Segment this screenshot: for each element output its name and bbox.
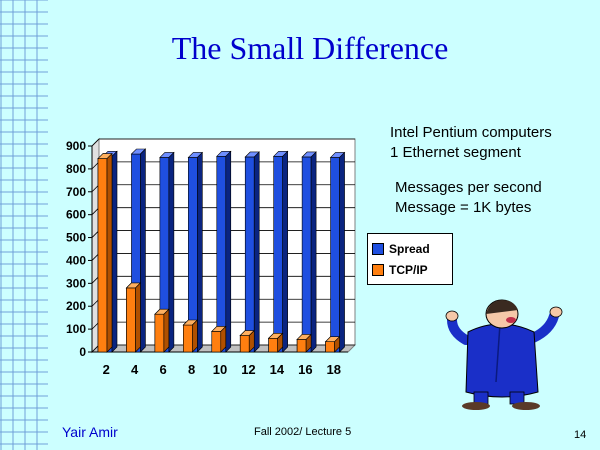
bar-spread: [159, 151, 175, 353]
bar-tcpip-front-side: [220, 325, 227, 353]
bar-tcpip-front: [154, 308, 170, 353]
bar-tcpip-front: [239, 329, 255, 353]
x-tick-label: 18: [327, 362, 341, 377]
bar-spread: [187, 151, 204, 353]
legend-swatch-spread: [372, 243, 384, 255]
bar-tcpip-front-side: [106, 152, 113, 353]
bar-tcpip-front: [296, 333, 312, 353]
setup-note: Intel Pentium computers 1 Ethernet segme…: [390, 123, 552, 163]
x-tick-label: 10: [213, 362, 227, 377]
bar-tcpip-front: [267, 332, 284, 353]
legend-label: Spread: [389, 242, 430, 256]
y-tick-label: 700: [66, 185, 86, 199]
bar-spread-side: [282, 150, 288, 353]
x-tick-label: 8: [188, 362, 195, 377]
y-tick-label: 500: [66, 231, 86, 245]
bar-tcpip-front: [182, 319, 199, 353]
x-tick-label: 12: [241, 362, 255, 377]
note-line: Messages per second: [395, 179, 542, 196]
y-tick-label: 100: [66, 322, 86, 336]
bar-spread-side: [111, 150, 118, 353]
y-tick-label: 0: [79, 345, 86, 359]
bar-tcpip-front-front: [325, 341, 335, 353]
bar-tcpip-front-side: [163, 308, 170, 353]
bar-spread-side: [197, 151, 203, 353]
slide-title: The Small Difference: [171, 30, 449, 66]
measure-note: Messages per second Message = 1K bytes: [395, 178, 542, 218]
bar-tcpip-front-front: [183, 324, 193, 353]
bar-tcpip-front: [211, 325, 227, 353]
footer-course: Fall 2002/ Lecture 5: [254, 426, 352, 438]
bar-tcpip-front-side: [277, 332, 283, 353]
bar-spread-front: [273, 156, 283, 353]
x-tick-label: 6: [159, 362, 166, 377]
note-line: Intel Pentium computers: [390, 124, 552, 141]
bar-tcpip-front-front: [296, 339, 307, 353]
bar-spread: [130, 148, 147, 353]
cheering-man-clipart: [445, 299, 563, 410]
legend-label: TCP/IP: [389, 263, 428, 277]
note-line: 1 Ethernet segment: [390, 144, 521, 161]
bar-spread: [244, 151, 260, 353]
legend-swatch-tcpip: [372, 264, 384, 276]
bar-spread-front: [216, 156, 227, 353]
x-tick-label: 2: [103, 362, 110, 377]
bar-tcpip-front-side: [135, 282, 141, 353]
bar-tcpip-front-side: [305, 333, 312, 353]
bar-spread-side: [310, 151, 317, 353]
x-tick-label: 14: [270, 362, 285, 377]
legend-item-tcpip: TCP/IP: [372, 262, 428, 278]
bar-spread-side: [140, 148, 146, 353]
bar-tcpip-front-front: [268, 337, 278, 353]
bar-tcpip-front-side: [248, 329, 255, 353]
page-number: 14: [574, 429, 587, 441]
bar-tcpip-front: [324, 335, 341, 353]
x-tick-label: 4: [131, 362, 139, 377]
bar-tcpip-front-front: [154, 313, 165, 353]
bar-spread-front: [301, 156, 312, 353]
grid-decoration: [0, 0, 48, 450]
bar-tcpip-front-front: [211, 331, 222, 353]
bar-spread-side: [225, 150, 232, 353]
y-tick-label: 600: [66, 208, 86, 222]
legend-item-spread: Spread: [372, 241, 430, 257]
bar-spread-front: [244, 156, 255, 353]
bar-tcpip-front: [97, 152, 113, 353]
bar-tcpip-front-side: [334, 335, 340, 353]
bar-tcpip-front-front: [239, 335, 250, 353]
bar-tcpip-front-side: [192, 319, 198, 353]
bar-spread: [329, 151, 346, 353]
y-tick-label: 200: [66, 299, 86, 313]
bar-spread-side: [253, 151, 260, 353]
bar-spread-side: [339, 151, 345, 353]
x-tick-label: 16: [298, 362, 312, 377]
y-tick-label: 800: [66, 162, 86, 176]
bar-spread-side: [168, 151, 175, 353]
bar-spread: [301, 151, 317, 353]
y-tick-label: 400: [66, 253, 86, 267]
footer-author: Yair Amir: [62, 424, 118, 440]
chart-legend: Spread TCP/IP: [367, 233, 453, 285]
y-tick-label: 300: [66, 276, 86, 290]
y-tick-label: 900: [66, 139, 86, 153]
bar-tcpip-front-front: [126, 287, 136, 353]
bar-tcpip-front-front: [97, 158, 108, 353]
bar-spread: [272, 150, 289, 353]
bar-spread: [216, 150, 232, 353]
gridline-diag: [91, 138, 100, 147]
bar-tcpip-front: [125, 282, 142, 353]
bar-spread-front: [330, 157, 340, 353]
note-line: Message = 1K bytes: [395, 199, 532, 216]
